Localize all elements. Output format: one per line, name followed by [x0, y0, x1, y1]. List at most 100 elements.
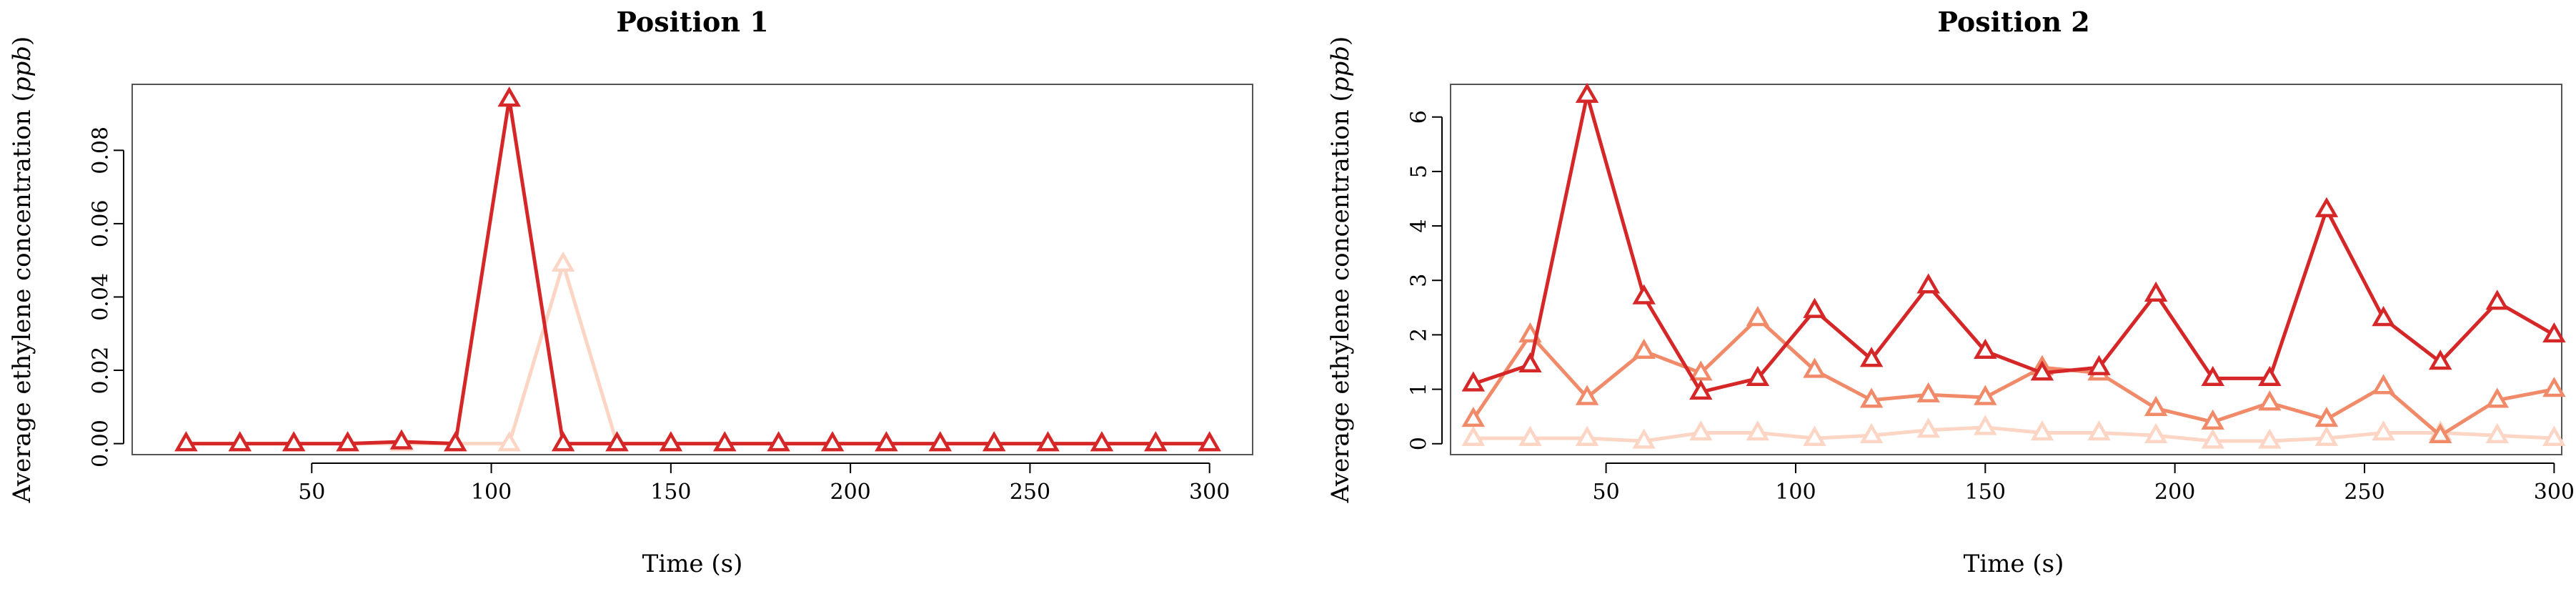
data-point-marker — [2201, 428, 2224, 449]
data-point-marker — [1746, 365, 1770, 387]
data-point-marker — [820, 431, 845, 452]
x-axis: 50 100 150 200 250 300 — [1593, 462, 2575, 505]
data-point-marker — [1036, 431, 1060, 452]
data-point-marker — [2144, 395, 2168, 416]
y-axis-label: Average ethylene concentration (ppb) — [8, 36, 36, 504]
data-point-marker — [2201, 365, 2224, 387]
data-point-marker — [497, 86, 521, 107]
y-tick-label: 6 — [1407, 110, 1432, 124]
series-line — [186, 262, 1210, 446]
y-axis: 0.00 0.02 0.04 0.06 0.08 — [89, 127, 124, 467]
y-tick-label: 0.04 — [89, 273, 114, 321]
y-axis-label-unit: ppb — [8, 46, 36, 92]
x-tick-label: 300 — [1189, 480, 1230, 505]
series-line — [1473, 93, 2555, 394]
x-tick-label: 150 — [1965, 480, 2006, 505]
data-point-marker — [1974, 385, 1997, 405]
data-point-marker — [659, 431, 683, 452]
data-point-marker — [282, 431, 306, 452]
data-point-marker — [1198, 431, 1221, 452]
data-point-marker — [1974, 338, 1997, 359]
data-point-marker — [1461, 425, 1486, 446]
y-tick-label: 0 — [1407, 437, 1432, 450]
data-point-marker — [2314, 197, 2339, 217]
y-tick-label: 1 — [1407, 382, 1432, 396]
x-tick-label: 50 — [1593, 480, 1620, 505]
x-tick-label: 50 — [298, 480, 325, 505]
x-tick-label: 150 — [650, 480, 691, 505]
data-point-marker — [875, 431, 898, 452]
data-point-marker — [2542, 322, 2566, 343]
data-point-marker — [2087, 355, 2111, 375]
data-point-marker — [2372, 374, 2395, 395]
chart-panel-position-1: Position 1 50 100 150 200 250 300 0.000.020.0… — [8, 6, 1253, 578]
y-tick-label: 5 — [1407, 164, 1432, 178]
data-point-marker — [2258, 428, 2282, 449]
data-point-marker — [1859, 422, 1884, 444]
y-tick-label: 3 — [1407, 274, 1432, 287]
chart-title: Position 2 — [1937, 6, 2089, 38]
series-line — [1471, 317, 2555, 437]
plot-frame — [131, 84, 1253, 455]
x-tick-label: 100 — [1775, 480, 1816, 505]
data-point-marker — [2144, 422, 2168, 444]
data-point-marker — [1461, 406, 1486, 427]
data-point-marker — [2030, 360, 2054, 381]
data-point-marker — [712, 431, 737, 452]
data-point-marker — [2030, 420, 2054, 441]
x-tick-label: 100 — [471, 480, 512, 505]
x-tick-label: 300 — [2534, 480, 2575, 505]
data-point-marker — [2258, 390, 2282, 411]
data-point-marker — [1518, 425, 1542, 446]
data-point-marker — [1974, 415, 1997, 435]
y-tick-label: 2 — [1407, 328, 1432, 342]
data-point-marker — [2087, 420, 2111, 441]
x-axis-label: Time (s) — [642, 550, 743, 578]
data-point-marker — [2258, 365, 2282, 387]
y-axis-label-suffix: ) — [8, 36, 36, 46]
chart-title: Position 1 — [616, 6, 768, 38]
data-point-marker — [2428, 422, 2452, 444]
data-point-marker — [2372, 306, 2395, 327]
data-point-marker — [2144, 281, 2168, 302]
data-point-marker — [1575, 82, 1599, 103]
y-tick-label: 0.08 — [89, 127, 114, 174]
y-tick-label: 0.00 — [89, 420, 114, 467]
x-tick-label: 250 — [1010, 480, 1050, 505]
series-group — [1461, 82, 2566, 449]
y-tick-label: 4 — [1407, 219, 1432, 233]
data-point-marker — [2314, 425, 2339, 446]
x-axis: 50 100 150 200 250 300 — [298, 462, 1230, 505]
data-point-marker — [444, 431, 467, 452]
data-point-marker — [551, 431, 575, 452]
x-axis-label: Time (s) — [1964, 550, 2064, 578]
data-point-marker — [174, 431, 198, 452]
series-group — [174, 86, 1221, 452]
data-point-marker — [1803, 425, 1826, 446]
y-axis-label: Average ethylene concentration (ppb) — [1326, 36, 1355, 504]
data-point-marker — [1689, 379, 1713, 400]
data-point-marker — [2314, 406, 2339, 427]
data-point-marker — [1916, 273, 1940, 294]
data-point-marker — [1803, 297, 1826, 318]
data-point-marker — [2485, 289, 2510, 310]
data-point-marker — [1859, 347, 1884, 367]
x-tick-label: 200 — [830, 480, 870, 505]
data-point-marker — [2485, 387, 2510, 408]
data-point-marker — [1803, 357, 1826, 378]
data-point-marker — [2372, 420, 2395, 441]
data-point-marker — [1575, 425, 1599, 446]
chart-panel-position-2: Position 2 50 100 150 200 250 300 0 1 2 3 4 5 6 Tim… — [1326, 6, 2575, 578]
data-point-marker — [2428, 349, 2452, 370]
y-axis-label-prefix: Average ethylene concentration ( — [1326, 92, 1355, 503]
series-line — [186, 97, 1210, 446]
y-axis: 0 1 2 3 4 5 6 — [1407, 110, 1443, 450]
data-point-marker — [2201, 409, 2224, 430]
data-point-marker — [2542, 377, 2566, 397]
data-point-marker — [228, 431, 252, 452]
data-point-marker — [1916, 417, 1940, 438]
y-tick-label: 0.06 — [89, 199, 114, 247]
data-point-marker — [389, 429, 414, 450]
data-point-marker — [1859, 387, 1884, 408]
